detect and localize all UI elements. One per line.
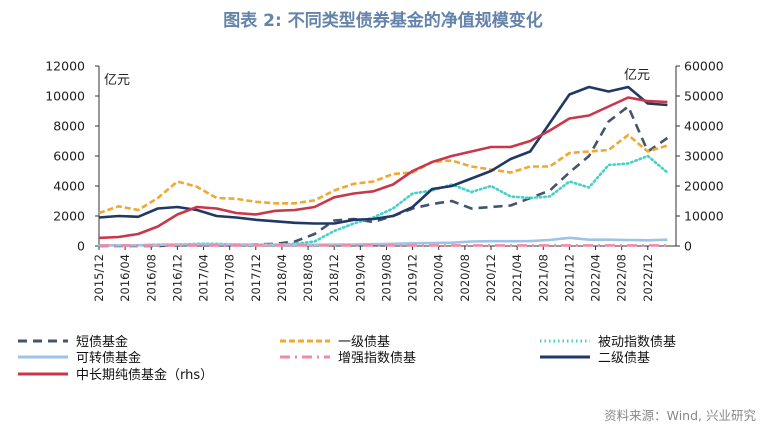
x-tick-label: 2020/08 xyxy=(458,254,472,302)
x-tick-label: 2017/04 xyxy=(197,254,211,302)
x-tick-label: 2021/08 xyxy=(536,254,550,302)
x-tick-label: 2018/04 xyxy=(275,254,289,302)
series-line-2 xyxy=(99,156,667,245)
right-tick-label: 30000 xyxy=(684,149,724,164)
x-tick-label: 2016/08 xyxy=(144,254,158,302)
x-tick-label: 2021/04 xyxy=(510,254,524,302)
series-line-3 xyxy=(99,238,667,246)
legend-label: 中长期纯债基金（rhs） xyxy=(76,367,213,383)
right-unit-label: 亿元 xyxy=(624,68,650,83)
x-tick-label: 2016/04 xyxy=(118,254,132,302)
x-tick-label: 2015/12 xyxy=(92,254,106,302)
left-tick-label: 6000 xyxy=(53,149,85,164)
x-tick-label: 2021/12 xyxy=(562,254,576,302)
legend-label: 增强指数债基 xyxy=(338,351,416,366)
x-tick-label: 2017/08 xyxy=(223,254,237,302)
x-tick-label: 2022/08 xyxy=(615,254,629,302)
x-tick-label: 2018/12 xyxy=(327,254,341,302)
x-tick-label: 2019/12 xyxy=(406,254,420,302)
x-tick-label: 2019/04 xyxy=(353,254,367,302)
series-line-5 xyxy=(99,87,667,224)
legend-label: 一级债基 xyxy=(338,335,390,350)
x-tick-label: 2022/04 xyxy=(589,254,603,302)
x-tick-label: 2022/12 xyxy=(641,254,655,302)
chart-title: 图表 2: 不同类型债券基金的净值规模变化 xyxy=(223,10,542,31)
x-tick-label: 2018/08 xyxy=(301,254,315,302)
legend-label: 短债基金 xyxy=(76,334,128,350)
series-line-1 xyxy=(99,135,667,213)
x-tick-label: 2020/04 xyxy=(432,254,446,302)
legend-label: 被动指数债基 xyxy=(598,335,676,350)
right-tick-label: 60000 xyxy=(684,59,724,74)
source-note: 资料来源：Wind, 兴业研究 xyxy=(604,408,756,423)
left-unit-label: 亿元 xyxy=(104,73,130,88)
x-tick-label: 2019/08 xyxy=(379,254,393,302)
left-tick-label: 4000 xyxy=(53,179,85,194)
legend-label: 可转债基金 xyxy=(76,350,141,366)
x-tick-label: 2016/12 xyxy=(170,254,184,302)
left-tick-label: 0 xyxy=(77,239,85,254)
axes: 0 2000 4000 6000 8000 10000 12000 0 10000 20000 30… xyxy=(45,59,724,302)
x-tick-label: 2020/12 xyxy=(484,254,498,302)
x-tick-label: 2017/12 xyxy=(249,254,263,302)
right-tick-label: 20000 xyxy=(684,179,724,194)
left-tick-label: 2000 xyxy=(53,209,85,224)
legend-label: 二级债基 xyxy=(598,351,650,366)
right-tick-label: 0 xyxy=(684,239,692,254)
left-tick-label: 10000 xyxy=(45,89,85,104)
left-tick-label: 8000 xyxy=(53,119,85,134)
left-tick-label: 12000 xyxy=(45,59,85,74)
series-line-0 xyxy=(99,107,667,247)
right-tick-label: 10000 xyxy=(684,209,724,224)
series-group xyxy=(99,87,667,246)
right-tick-label: 40000 xyxy=(684,119,724,134)
right-tick-label: 50000 xyxy=(684,89,724,104)
